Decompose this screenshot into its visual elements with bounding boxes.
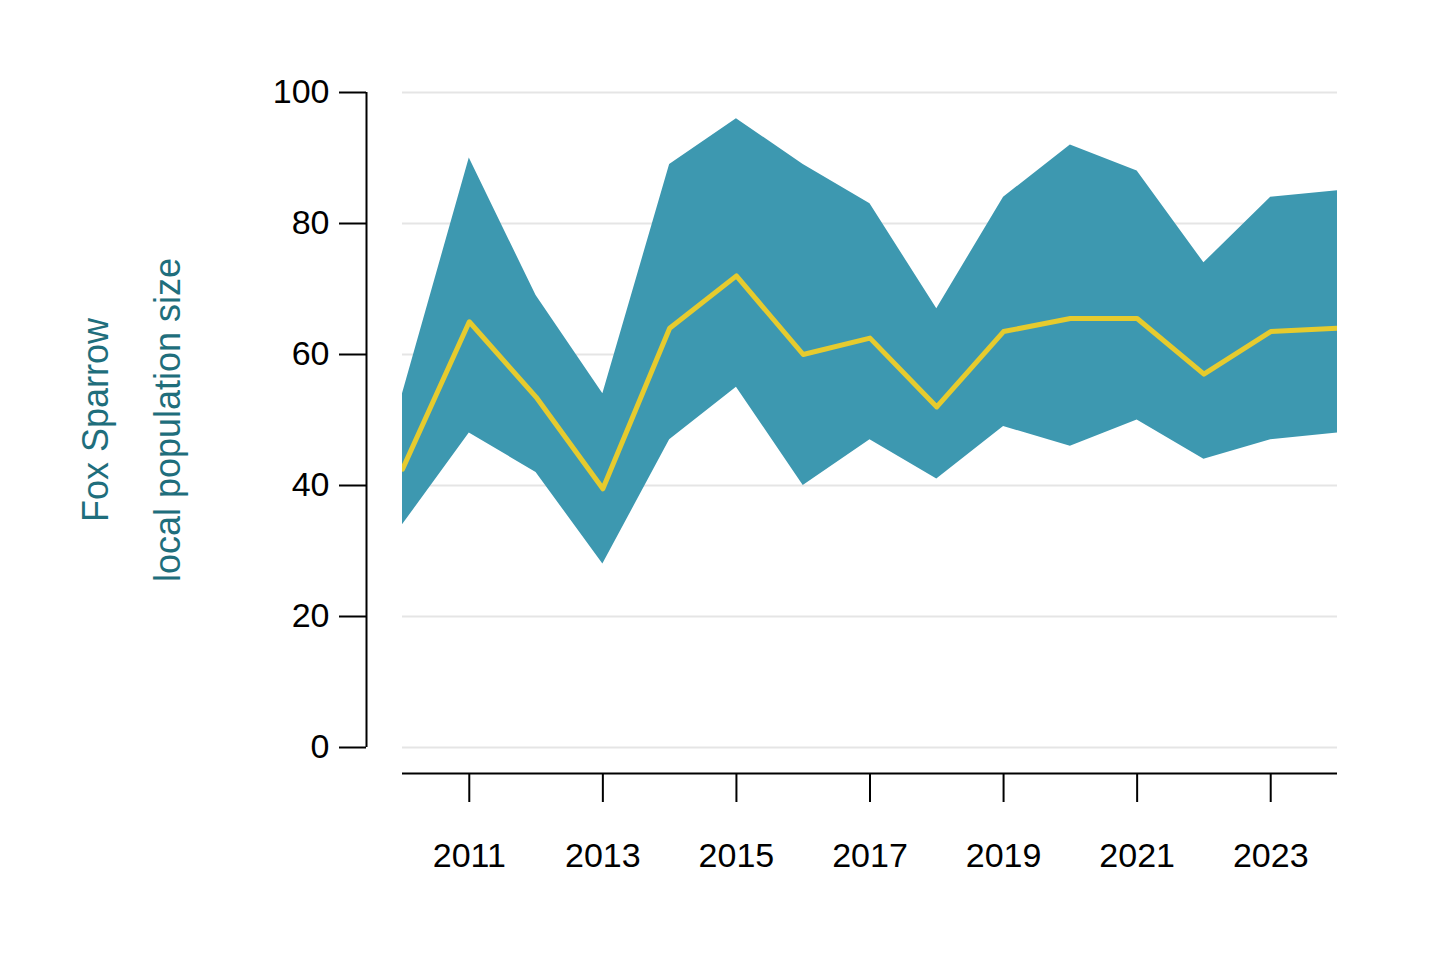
svg-text:100: 100 [273, 72, 330, 110]
svg-text:80: 80 [292, 203, 330, 241]
svg-text:2017: 2017 [832, 836, 908, 874]
svg-text:2021: 2021 [1099, 836, 1175, 874]
svg-text:2023: 2023 [1233, 836, 1309, 874]
svg-text:0: 0 [311, 727, 330, 765]
svg-text:60: 60 [292, 334, 330, 372]
svg-text:20: 20 [292, 596, 330, 634]
svg-text:2011: 2011 [433, 836, 506, 874]
svg-text:2013: 2013 [565, 836, 641, 874]
svg-text:2015: 2015 [699, 836, 775, 874]
svg-text:Fox Sparrowlocal population si: Fox Sparrowlocal population size [75, 258, 188, 582]
svg-text:2019: 2019 [966, 836, 1042, 874]
svg-text:40: 40 [292, 465, 330, 503]
